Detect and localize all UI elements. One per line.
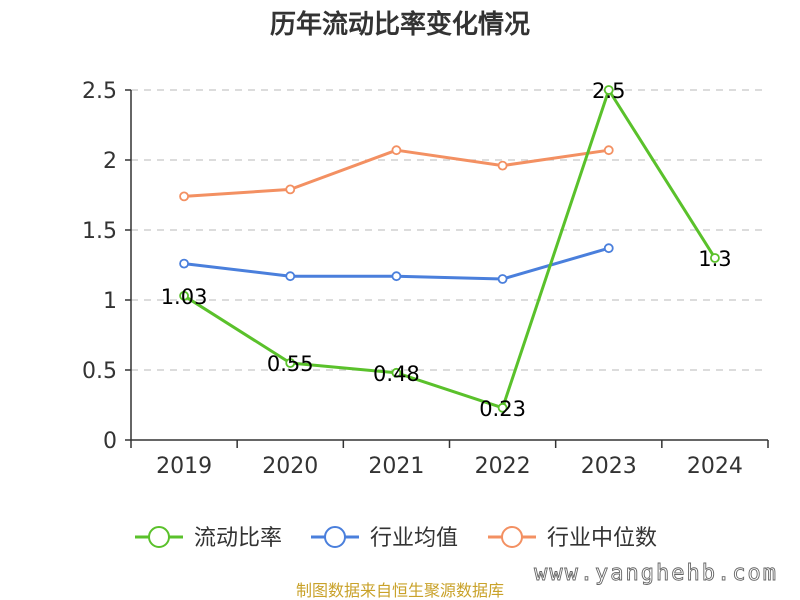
- x-tick-label: 2020: [262, 454, 318, 479]
- data-point: [391, 367, 402, 378]
- x-tick-label: 2021: [368, 454, 424, 479]
- data-point: [603, 243, 614, 254]
- x-tick-label: 2019: [156, 454, 212, 479]
- chart-title: 历年流动比率变化情况: [270, 9, 530, 40]
- data-label: 1.03: [161, 285, 208, 309]
- y-tick-label: 0.5: [82, 359, 117, 384]
- watermark: www.yanghehb.com: [534, 561, 778, 586]
- axes: 0 0.5 1 1.5 2 2.5 2019 2020 2021 2022 2023 2024: [82, 79, 769, 479]
- data-point: [497, 274, 508, 284]
- data-point: [710, 253, 720, 263]
- data-point: [179, 290, 189, 301]
- y-tick-label: 2.5: [82, 79, 117, 104]
- series: [179, 85, 720, 413]
- y-tick-label: 1: [103, 289, 117, 314]
- data-point: [179, 258, 189, 269]
- data-label: 0.23: [479, 397, 526, 421]
- y-tick-label: 2: [103, 149, 117, 174]
- data-point: [497, 402, 508, 413]
- data-labels: 1.03 0.55 0.48 0.23 2.5 1.3: [161, 79, 732, 421]
- data-point: [285, 358, 296, 368]
- data-label: 1.3: [698, 247, 731, 271]
- legend-label: 行业均值: [370, 526, 458, 551]
- data-label: 2.5: [592, 79, 625, 103]
- legend-label: 流动比率: [194, 526, 282, 551]
- legend-marker: [501, 526, 523, 548]
- data-point: [603, 145, 614, 156]
- x-tick-label: 2022: [475, 454, 531, 479]
- data-point: [179, 191, 189, 202]
- data-point: [391, 271, 402, 282]
- y-tick-label: 0: [103, 429, 117, 454]
- y-tick-label: 1.5: [82, 219, 117, 244]
- data-point: [285, 271, 296, 282]
- data-point: [391, 145, 402, 156]
- grid-lines: [131, 89, 768, 371]
- legend-marker: [148, 526, 170, 548]
- legend-label: 行业中位数: [547, 526, 657, 551]
- data-label: 0.48: [373, 362, 420, 386]
- legend: 流动比率 行业均值 行业中位数: [135, 526, 657, 551]
- data-point: [497, 160, 508, 171]
- data-point: [285, 184, 296, 195]
- data-label: 0.55: [267, 352, 314, 376]
- x-tick-label: 2024: [687, 454, 743, 479]
- source-note: 制图数据来自恒生聚源数据库: [296, 581, 504, 600]
- series-line: [184, 148, 610, 198]
- legend-marker: [324, 526, 346, 548]
- data-point: [603, 85, 614, 95]
- x-tick-label: 2023: [581, 454, 637, 479]
- series-line: [183, 88, 717, 410]
